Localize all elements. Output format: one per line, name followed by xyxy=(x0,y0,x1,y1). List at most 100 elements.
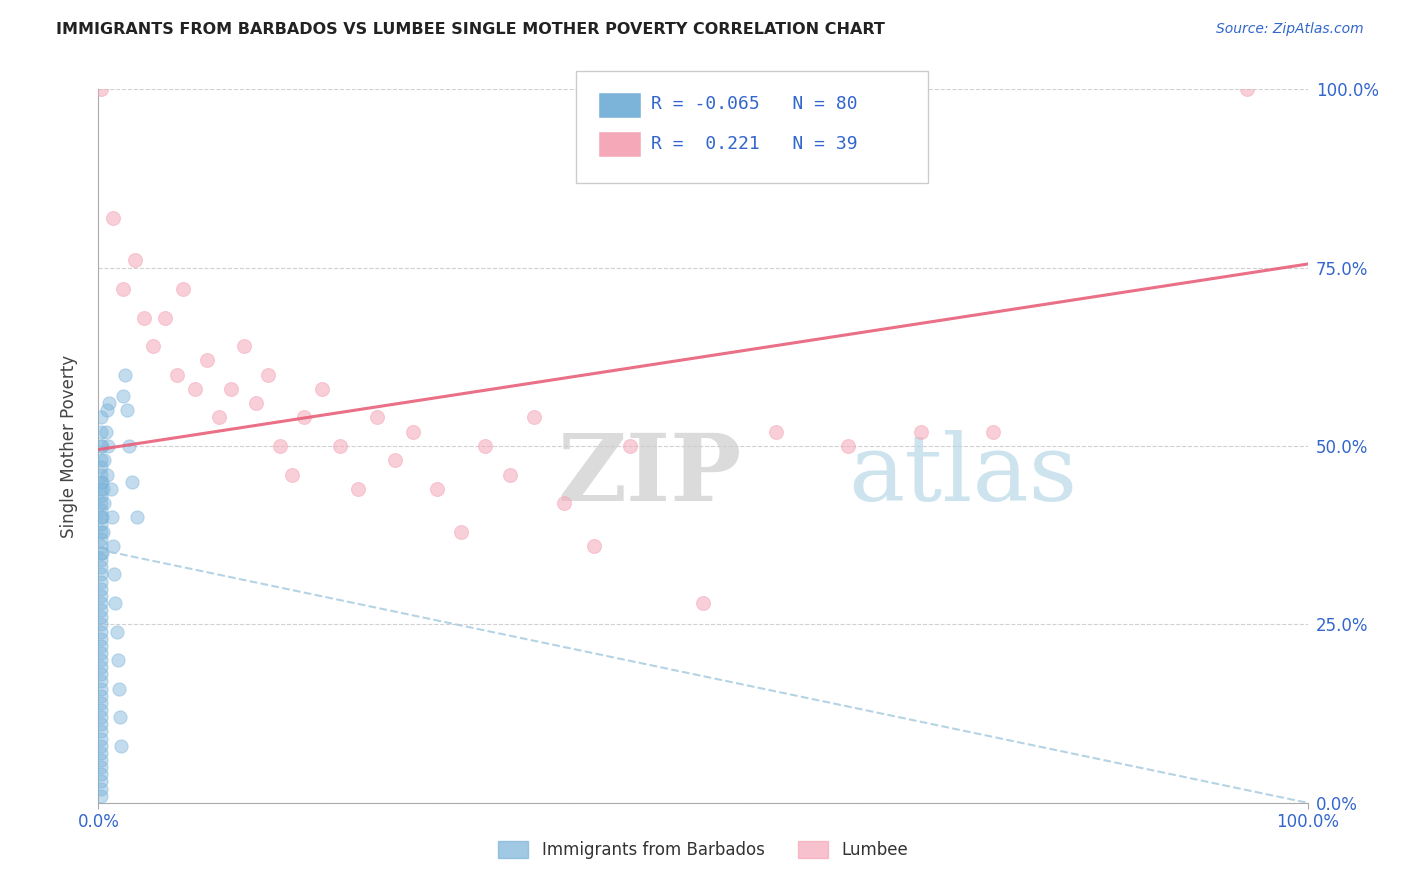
Point xyxy=(90,475,112,489)
Point xyxy=(583,539,606,553)
Point xyxy=(90,681,112,696)
Point xyxy=(90,646,112,660)
Point xyxy=(232,339,254,353)
Text: Source: ZipAtlas.com: Source: ZipAtlas.com xyxy=(1216,22,1364,37)
Point xyxy=(90,632,112,646)
Point xyxy=(90,703,112,717)
Point xyxy=(90,617,112,632)
Y-axis label: Single Mother Poverty: Single Mother Poverty xyxy=(59,354,77,538)
Point xyxy=(90,674,112,689)
Point xyxy=(91,546,114,560)
Point xyxy=(108,710,131,724)
Point xyxy=(90,603,112,617)
Point xyxy=(347,482,370,496)
Point xyxy=(91,482,114,496)
Point xyxy=(981,425,1004,439)
Point xyxy=(90,731,112,746)
Point xyxy=(90,717,112,731)
Point xyxy=(124,253,146,268)
Point xyxy=(90,517,112,532)
Point xyxy=(90,582,112,596)
Point xyxy=(96,467,118,482)
Point xyxy=(100,510,122,524)
Point xyxy=(90,574,112,589)
Point xyxy=(90,496,112,510)
Point xyxy=(91,510,114,524)
Point xyxy=(523,410,546,425)
Point xyxy=(90,503,112,517)
Point xyxy=(90,767,112,781)
Point xyxy=(90,789,112,803)
Point xyxy=(91,439,114,453)
Point xyxy=(90,746,112,760)
Point xyxy=(90,596,112,610)
Point xyxy=(96,403,118,417)
Point xyxy=(104,596,127,610)
Point xyxy=(90,653,112,667)
Point xyxy=(208,410,231,425)
Point xyxy=(553,496,575,510)
Point xyxy=(114,368,136,382)
Point xyxy=(474,439,496,453)
Point xyxy=(1236,82,1258,96)
Point xyxy=(172,282,194,296)
Point xyxy=(90,546,112,560)
Point xyxy=(118,439,141,453)
Point xyxy=(90,667,112,681)
Point xyxy=(90,589,112,603)
Point xyxy=(837,439,859,453)
Point xyxy=(311,382,333,396)
Point xyxy=(329,439,352,453)
Point xyxy=(101,539,124,553)
Point xyxy=(90,774,112,789)
Point xyxy=(366,410,388,425)
Point xyxy=(498,467,520,482)
Point xyxy=(90,639,112,653)
Point xyxy=(90,482,112,496)
Text: atlas: atlas xyxy=(848,430,1077,519)
Point xyxy=(90,453,112,467)
Point xyxy=(111,282,134,296)
Point xyxy=(910,425,932,439)
Point xyxy=(90,660,112,674)
Point xyxy=(108,681,131,696)
Point xyxy=(111,389,134,403)
Point xyxy=(90,460,112,475)
Point xyxy=(384,453,406,467)
Point xyxy=(90,689,112,703)
Point xyxy=(97,439,120,453)
Point xyxy=(90,710,112,724)
Point xyxy=(100,482,122,496)
Point xyxy=(90,753,112,767)
Point xyxy=(134,310,156,325)
Point xyxy=(90,739,112,753)
Point xyxy=(90,696,112,710)
Point xyxy=(94,425,117,439)
Point xyxy=(142,339,165,353)
Point xyxy=(269,439,291,453)
Point xyxy=(166,368,188,382)
Point xyxy=(90,524,112,539)
Point xyxy=(765,425,787,439)
Point xyxy=(103,567,125,582)
Point xyxy=(281,467,304,482)
Legend: Immigrants from Barbados, Lumbee: Immigrants from Barbados, Lumbee xyxy=(498,840,908,859)
Point xyxy=(121,475,143,489)
Point xyxy=(619,439,641,453)
Point xyxy=(90,532,112,546)
Point xyxy=(98,396,121,410)
Text: R =  0.221   N = 39: R = 0.221 N = 39 xyxy=(651,135,858,153)
Point xyxy=(101,211,124,225)
Point xyxy=(90,439,112,453)
Point xyxy=(91,524,114,539)
Point xyxy=(184,382,207,396)
Point xyxy=(93,496,115,510)
Point xyxy=(90,724,112,739)
Point xyxy=(245,396,267,410)
Point xyxy=(90,560,112,574)
Point xyxy=(117,403,139,417)
Point xyxy=(221,382,243,396)
Point xyxy=(107,653,129,667)
Point xyxy=(90,489,112,503)
Point xyxy=(90,781,112,796)
